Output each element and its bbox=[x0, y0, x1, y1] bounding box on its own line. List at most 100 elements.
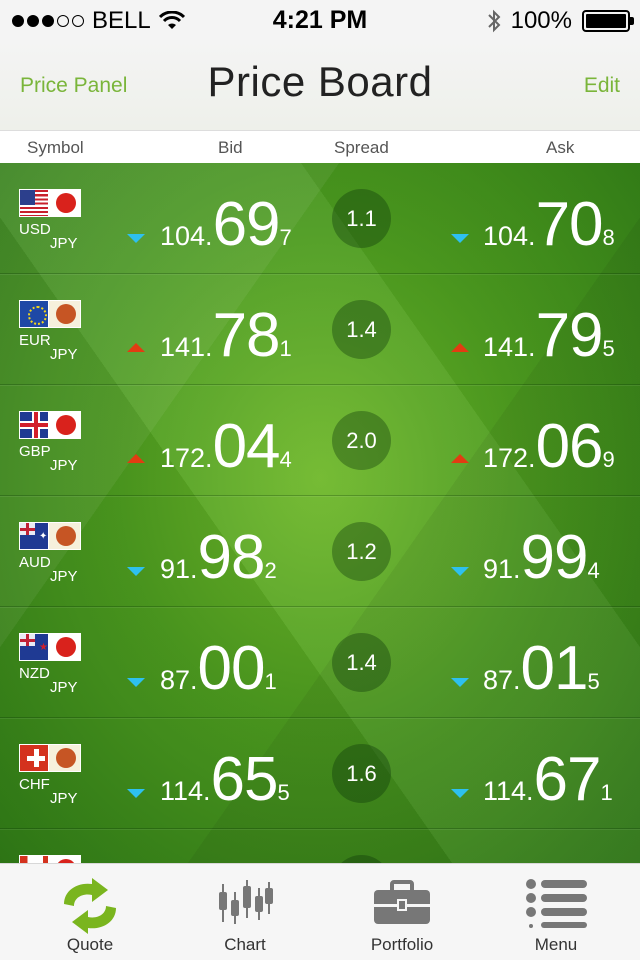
quote-currency: JPY bbox=[50, 235, 78, 252]
bid-price-big-figure: 98 bbox=[197, 523, 266, 592]
japan-flag-icon bbox=[48, 522, 81, 550]
japan-flag-icon bbox=[48, 744, 81, 772]
japan-flag-icon bbox=[48, 300, 81, 328]
bid-price-pip: 5 bbox=[277, 780, 290, 805]
battery-fill bbox=[586, 14, 626, 28]
ask-price-big-figure: 06 bbox=[535, 412, 604, 481]
bid-price-prefix: 114. bbox=[160, 776, 211, 806]
bid-price-prefix: 141. bbox=[160, 332, 213, 362]
battery-icon bbox=[582, 10, 634, 32]
base-currency: USD bbox=[19, 221, 51, 238]
column-header: Symbol Bid Spread Ask bbox=[0, 130, 640, 163]
spread-badge bbox=[332, 855, 391, 863]
bid-price-big-figure: 00 bbox=[197, 634, 266, 703]
ask-price-pip: 9 bbox=[602, 447, 615, 472]
bid-up-arrow-icon bbox=[127, 454, 145, 463]
price-row-aud-jpy[interactable]: AUD JPY 91.982 1.2 91.994 bbox=[0, 496, 640, 607]
uk-flag-icon bbox=[19, 411, 52, 439]
spread-badge: 1.4 bbox=[332, 300, 391, 359]
japan-flag-icon bbox=[48, 189, 81, 217]
currency-pair-flags bbox=[19, 189, 81, 219]
ask-price-big-figure: 67 bbox=[533, 745, 602, 814]
ask-price-pip: 5 bbox=[602, 336, 615, 361]
spread-badge: 1.4 bbox=[332, 633, 391, 692]
tab-portfolio-label: Portfolio bbox=[370, 935, 434, 954]
price-row-chf-jpy[interactable]: CHF JPY 114.655 1.6 114. 671 bbox=[0, 718, 640, 829]
bid-price: 87.001 bbox=[160, 633, 277, 703]
bid-price: 172.044 bbox=[160, 411, 292, 481]
bid-price: 104.697 bbox=[160, 189, 292, 259]
bid-price-prefix: 104. bbox=[160, 221, 213, 251]
status-right: 100% bbox=[487, 7, 634, 35]
column-spread: Spread bbox=[334, 138, 389, 157]
price-row-usd-jpy[interactable]: USD JPY 104.697 1.1 104.708 bbox=[0, 163, 640, 274]
price-row-partial[interactable] bbox=[0, 829, 640, 863]
price-panel-button[interactable]: Price Panel bbox=[20, 74, 128, 97]
bid-price: 114.655 bbox=[160, 744, 290, 814]
bid-price-big-figure: 69 bbox=[212, 190, 281, 259]
swiss-flag-icon bbox=[19, 744, 52, 772]
quote-currency: JPY bbox=[50, 346, 78, 363]
bid-price-pip: 1 bbox=[279, 336, 292, 361]
tab-menu[interactable]: Menu bbox=[476, 864, 636, 960]
tab-portfolio[interactable]: Portfolio bbox=[322, 864, 482, 960]
ask-price-big-figure: 70 bbox=[535, 190, 604, 259]
base-currency: CHF bbox=[19, 776, 50, 793]
ask-price: 104.708 bbox=[483, 189, 615, 259]
quote-currency: JPY bbox=[50, 679, 78, 696]
spread-badge: 1.6 bbox=[332, 744, 391, 803]
bid-price: 91.982 bbox=[160, 522, 277, 592]
status-left: BELL bbox=[12, 7, 185, 35]
price-row-eur-jpy[interactable]: EUR JPY 141.781 1.4 141.795 bbox=[0, 274, 640, 385]
ask-price-pip: 1 bbox=[600, 780, 613, 805]
ask-down-arrow-icon bbox=[451, 234, 469, 243]
australia-flag-icon bbox=[19, 522, 52, 550]
price-row-nzd-jpy[interactable]: NZD JPY 87.001 1.4 87.015 bbox=[0, 607, 640, 718]
ask-price-big-figure: 79 bbox=[535, 301, 604, 370]
currency-pair-flags bbox=[19, 744, 81, 774]
bid-price-big-figure: 04 bbox=[212, 412, 281, 481]
quote-currency: JPY bbox=[50, 568, 78, 585]
ask-price-prefix: 104. bbox=[483, 221, 536, 251]
ask-price-prefix: 172. bbox=[483, 443, 536, 473]
japan-flag-icon bbox=[48, 855, 81, 863]
bid-price-pip: 4 bbox=[279, 447, 292, 472]
status-bar: BELL 4:21 PM 100% bbox=[0, 0, 640, 40]
price-row-gbp-jpy[interactable]: GBP JPY 172.044 2.0 172.069 bbox=[0, 385, 640, 496]
tab-chart[interactable]: Chart bbox=[165, 864, 325, 960]
price-board[interactable]: USD JPY 104.697 1.1 104.708 EUR JPY 141.… bbox=[0, 163, 640, 863]
tab-quote[interactable]: Quote bbox=[10, 864, 170, 960]
edit-button[interactable]: Edit bbox=[583, 74, 620, 97]
currency-pair-flags bbox=[19, 633, 81, 663]
spread-badge: 2.0 bbox=[332, 411, 391, 470]
ask-price: 141.795 bbox=[483, 300, 615, 370]
tab-chart-label: Chart bbox=[224, 935, 266, 954]
battery-percent: 100% bbox=[510, 7, 572, 34]
bluetooth-icon bbox=[487, 9, 501, 33]
eu-flag-icon bbox=[19, 300, 52, 328]
quote-currency: JPY bbox=[50, 790, 78, 807]
base-currency: EUR bbox=[19, 332, 51, 349]
bid-down-arrow-icon bbox=[127, 567, 145, 576]
bid-down-arrow-icon bbox=[127, 789, 145, 798]
wifi-icon bbox=[158, 11, 185, 29]
tab-quote-label: Quote bbox=[66, 935, 114, 954]
briefcase-icon bbox=[374, 880, 430, 924]
ask-down-arrow-icon bbox=[451, 789, 469, 798]
japan-flag-icon bbox=[48, 633, 81, 661]
column-symbol: Symbol bbox=[27, 138, 84, 157]
ask-down-arrow-icon bbox=[451, 567, 469, 576]
bid-price-pip: 2 bbox=[264, 558, 277, 583]
ask-price-big-figure: 99 bbox=[520, 523, 589, 592]
base-currency: NZD bbox=[19, 665, 50, 682]
currency-pair-flags bbox=[19, 411, 81, 441]
bid-price-prefix: 87. bbox=[160, 665, 198, 695]
ask-price-pip: 4 bbox=[587, 558, 600, 583]
base-currency: AUD bbox=[19, 554, 51, 571]
bid-price-prefix: 91. bbox=[160, 554, 198, 584]
new-zealand-flag-icon bbox=[19, 633, 52, 661]
currency-pair-flags bbox=[19, 855, 81, 863]
ask-price: 87.015 bbox=[483, 633, 600, 703]
japan-flag-icon bbox=[48, 411, 81, 439]
currency-pair-flags bbox=[19, 300, 81, 330]
